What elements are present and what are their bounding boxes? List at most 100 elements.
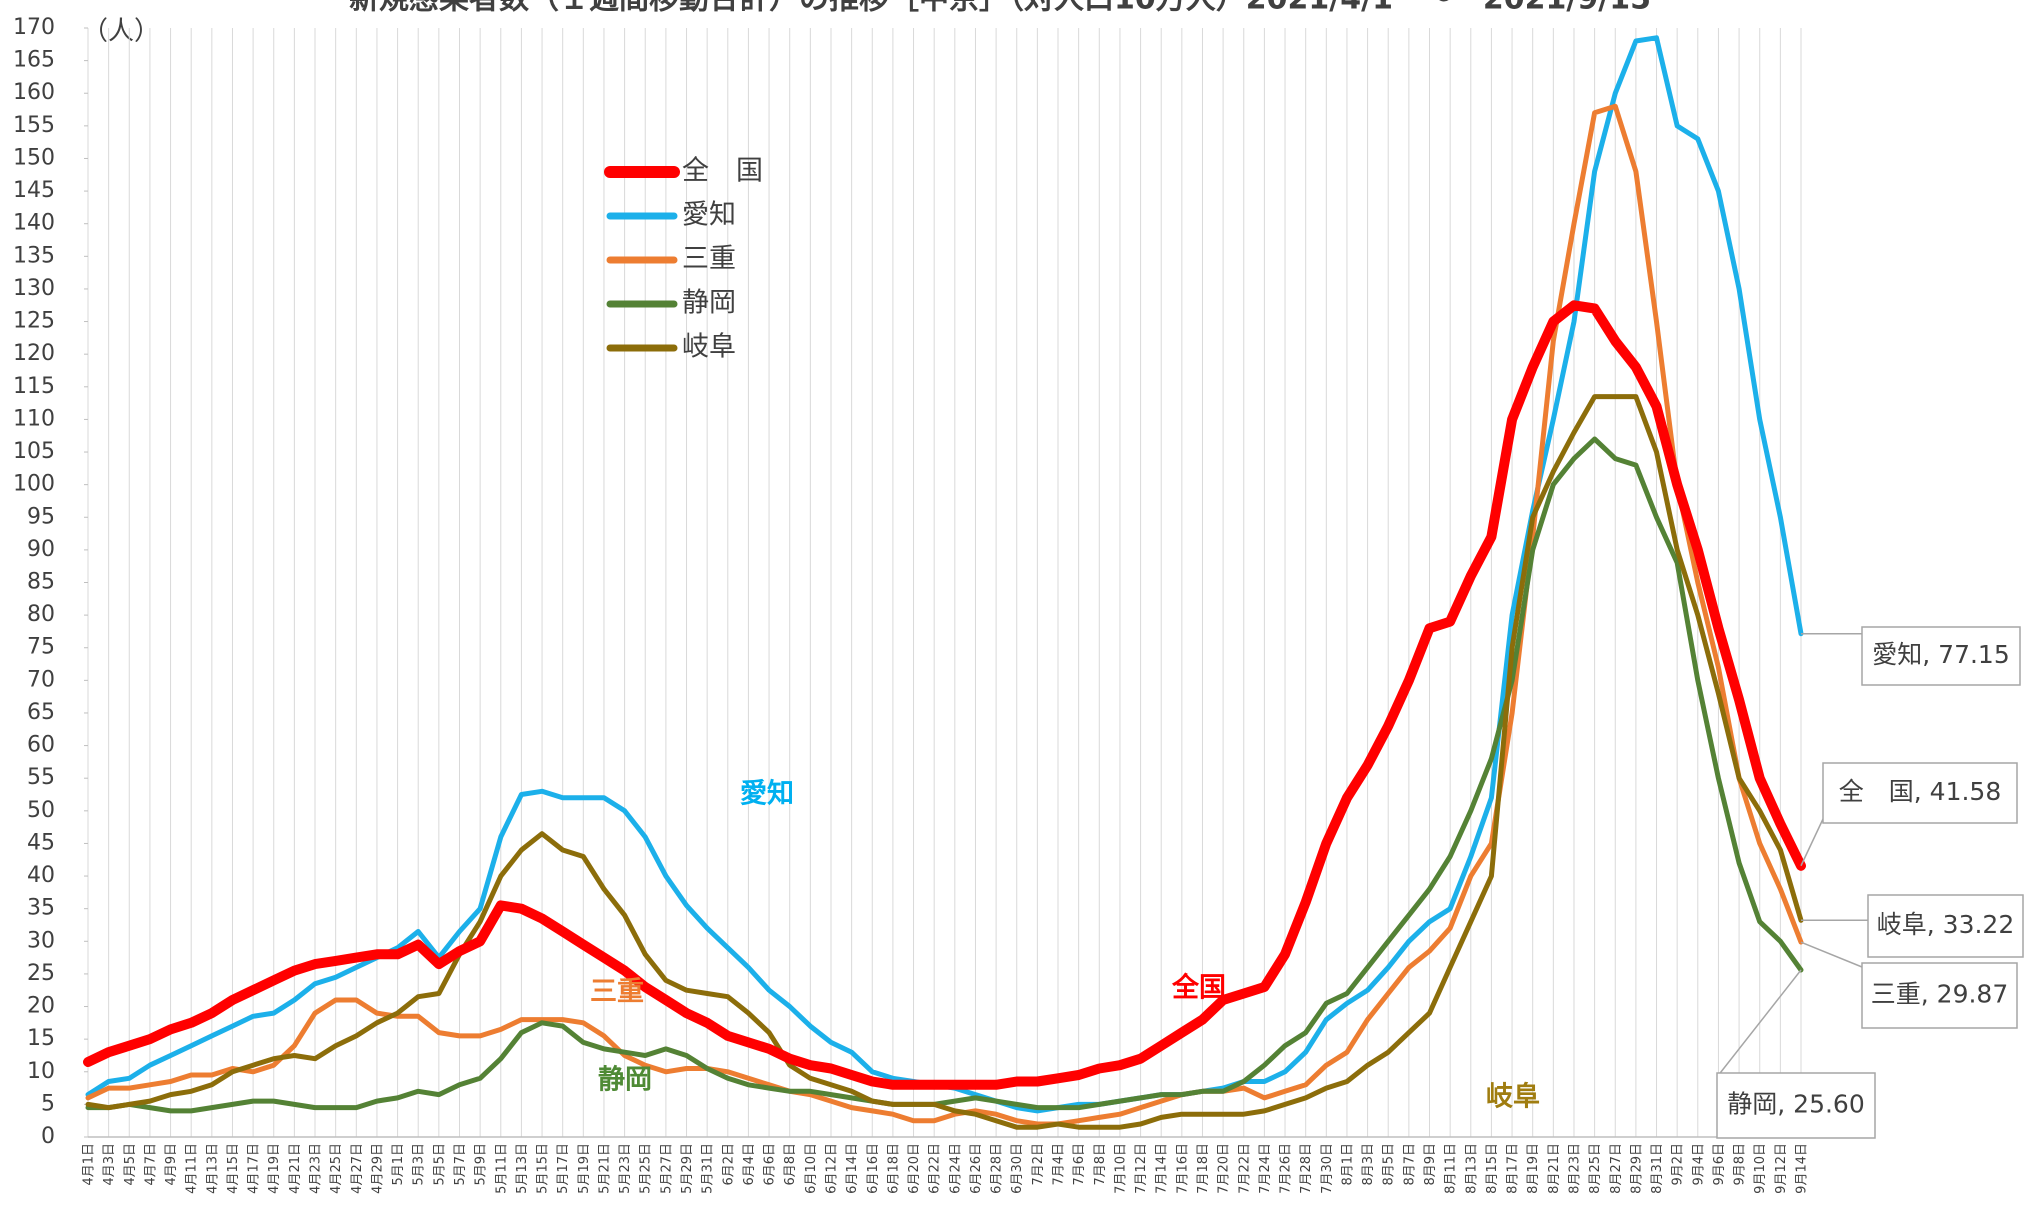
- y-tick-label: 120: [13, 341, 55, 366]
- annotation: 岐阜: [1486, 1082, 1540, 1113]
- y-tick-label: 100: [13, 472, 55, 497]
- x-tick-label: 4月11日: [185, 1143, 200, 1194]
- x-tick-label: 6月20日: [907, 1143, 922, 1194]
- y-tick-label: 130: [13, 276, 55, 301]
- annotation: 三重: [590, 977, 644, 1008]
- y-tick-label: 145: [13, 178, 55, 203]
- x-tick-label: 8月7日: [1402, 1143, 1417, 1186]
- callout-label: 岐阜, 33.22: [1877, 910, 2014, 939]
- y-tick-label: 30: [27, 928, 55, 953]
- y-tick-label: 0: [41, 1124, 55, 1149]
- y-tick-label: 80: [27, 602, 55, 627]
- x-tick-label: 8月25日: [1588, 1143, 1603, 1194]
- y-tick-label: 160: [13, 80, 55, 105]
- annotation: 愛知: [740, 779, 794, 810]
- x-tick-label: 6月22日: [928, 1143, 943, 1194]
- x-tick-label: 6月28日: [990, 1143, 1005, 1194]
- x-tick-label: 4月15日: [226, 1143, 241, 1194]
- callout-label: 全 国, 41.58: [1839, 777, 2001, 806]
- y-tick-label: 5: [41, 1091, 55, 1116]
- x-tick-label: 6月24日: [948, 1143, 963, 1194]
- y-tick-label: 170: [13, 15, 55, 40]
- x-tick-label: 8月5日: [1382, 1143, 1397, 1186]
- x-tick-label: 8月15日: [1485, 1143, 1500, 1194]
- y-tick-label: 165: [13, 48, 55, 73]
- x-tick-label: 7月18日: [1196, 1143, 1211, 1194]
- x-tick-label: 7月10日: [1113, 1143, 1128, 1194]
- x-tick-label: 8月9日: [1423, 1143, 1438, 1186]
- x-tick-label: 4月21日: [288, 1143, 303, 1194]
- x-tick-label: 7月12日: [1134, 1143, 1149, 1194]
- series-line: [85, 436, 1804, 1114]
- x-tick-label: 4月3日: [102, 1143, 117, 1186]
- y-tick-label: 155: [13, 113, 55, 138]
- y-tick-label: 65: [27, 700, 55, 725]
- y-axis-label: （人）: [82, 17, 160, 47]
- x-tick-label: 5月7日: [453, 1143, 468, 1186]
- legend-label: 三重: [682, 244, 736, 275]
- x-tick-label: 8月3日: [1361, 1143, 1376, 1186]
- x-tick-label: 7月30日: [1320, 1143, 1335, 1194]
- y-tick-label: 35: [27, 896, 55, 921]
- x-tick-label: 9月14日: [1795, 1143, 1810, 1194]
- x-tick-label: 8月29日: [1629, 1143, 1644, 1194]
- x-tick-label: 8月13日: [1464, 1143, 1479, 1194]
- series-line: [85, 103, 1804, 1127]
- y-tick-label: 85: [27, 570, 55, 595]
- x-tick-label: 5月15日: [536, 1143, 551, 1194]
- x-tick-label: 5月13日: [515, 1143, 530, 1194]
- annotation: 静岡: [598, 1065, 652, 1096]
- x-tick-label: 4月5日: [123, 1143, 138, 1186]
- y-tick-label: 20: [27, 994, 55, 1019]
- x-tick-label: 6月6日: [763, 1143, 778, 1186]
- series-line: [85, 394, 1804, 1130]
- x-tick-label: 9月12日: [1774, 1143, 1789, 1194]
- x-tick-label: 5月11日: [494, 1143, 509, 1194]
- y-tick-label: 110: [13, 406, 55, 431]
- x-tick-label: 7月6日: [1072, 1143, 1087, 1186]
- y-tick-label: 60: [27, 733, 55, 758]
- x-tick-label: 4月27日: [350, 1143, 365, 1194]
- callout-label: 静岡, 25.60: [1727, 1090, 1864, 1119]
- x-tick-label: 7月2日: [1031, 1143, 1046, 1186]
- x-tick-label: 6月26日: [969, 1143, 984, 1194]
- y-tick-label: 45: [27, 830, 55, 855]
- callout-box: [1716, 1072, 1876, 1139]
- y-tick-label: 10: [27, 1059, 55, 1084]
- x-tick-label: 8月1日: [1340, 1143, 1355, 1186]
- y-tick-label: 150: [13, 145, 55, 170]
- x-tick-label: 7月20日: [1217, 1143, 1232, 1194]
- y-tick-label: 90: [27, 537, 55, 562]
- x-tick-label: 4月1日: [82, 1143, 97, 1186]
- x-tick-label: 5月25日: [639, 1143, 654, 1194]
- y-tick-label: 115: [13, 374, 55, 399]
- callout-label: 愛知, 77.15: [1872, 640, 2009, 669]
- y-tick-label: 50: [27, 798, 55, 823]
- callout-leader: [1800, 941, 1863, 968]
- x-tick-label: 4月17日: [247, 1143, 262, 1194]
- x-tick-label: 7月14日: [1155, 1143, 1170, 1194]
- x-tick-label: 6月8日: [783, 1143, 798, 1186]
- x-tick-label: 5月19日: [577, 1143, 592, 1194]
- x-tick-label: 9月6日: [1712, 1143, 1727, 1186]
- x-tick-label: 6月16日: [866, 1143, 881, 1194]
- callout-box: [1822, 762, 2018, 824]
- x-tick-label: 4月19日: [267, 1143, 282, 1194]
- x-tick-label: 5月1日: [391, 1143, 406, 1186]
- annotation: 全国: [1171, 972, 1226, 1004]
- x-tick-label: 6月2日: [721, 1143, 736, 1186]
- x-tick-label: 5月29日: [680, 1143, 695, 1194]
- x-tick-label: 9月10日: [1753, 1143, 1768, 1194]
- legend-label: 愛知: [682, 200, 736, 231]
- x-tick-label: 4月9日: [164, 1143, 179, 1186]
- x-tick-label: 4月23日: [309, 1143, 324, 1194]
- x-tick-label: 9月2日: [1671, 1143, 1686, 1186]
- legend-label: 全 国: [682, 156, 763, 187]
- legend-label: 静岡: [682, 288, 736, 319]
- x-tick-label: 4月25日: [329, 1143, 344, 1194]
- x-tick-label: 7月24日: [1258, 1143, 1273, 1194]
- y-tick-label: 95: [27, 504, 55, 529]
- callout-box: [1867, 894, 2024, 958]
